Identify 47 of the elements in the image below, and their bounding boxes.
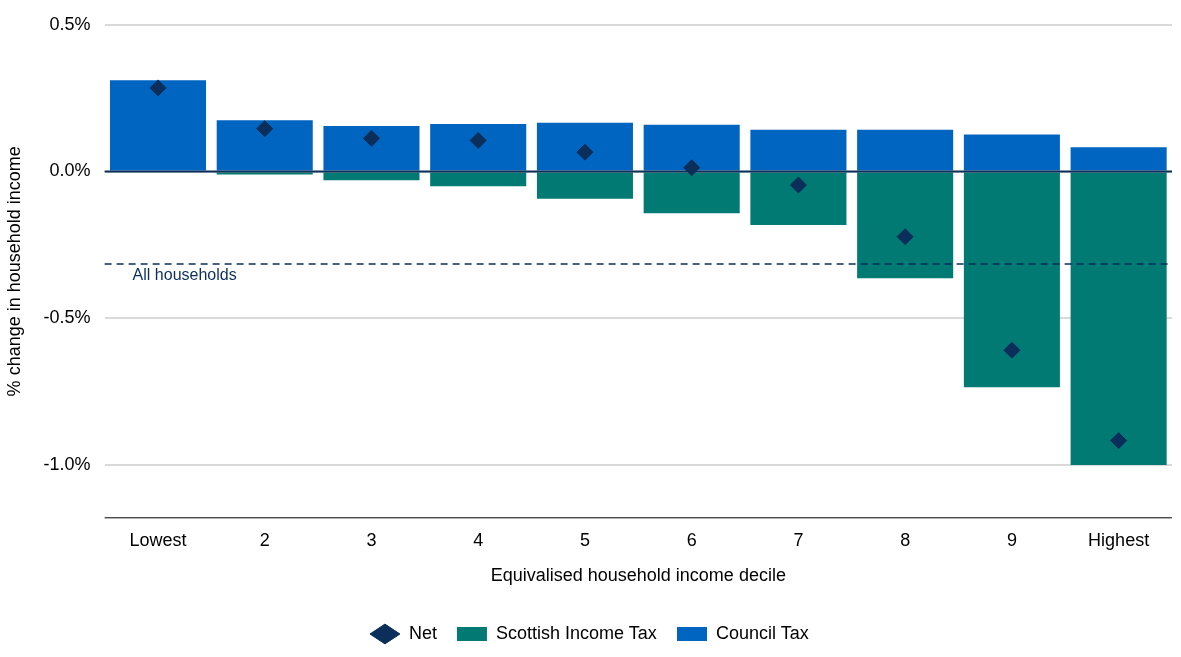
point [362,129,380,147]
point [469,131,487,149]
y-tick-label: 0.0% [49,160,91,181]
bar [857,129,954,171]
bar [963,172,1060,388]
bar [1070,172,1167,465]
bar [750,129,847,171]
bar [323,126,420,171]
point [576,143,594,161]
point [1003,341,1021,359]
point [896,228,914,246]
bar [109,80,207,171]
bar [643,172,740,214]
x-tick-label: 4 [473,529,484,550]
point [1110,432,1128,450]
x-tick-label: 5 [579,529,590,550]
x-tick-label: Lowest [129,529,187,550]
x-axis-title: Equivalised household income decile [490,565,786,586]
bar [323,172,420,181]
y-tick-label: -0.5% [43,307,91,328]
bar [430,172,527,187]
bar [750,172,847,225]
bar [536,122,633,171]
point [789,176,807,194]
x-tick-label: Highest [1088,529,1150,550]
point [149,79,167,97]
y-tick-label: -1.0% [43,453,91,474]
bar [963,134,1060,171]
x-tick-label: 6 [686,529,697,550]
bar [430,123,527,171]
y-axis-title: % change in household income [3,146,24,397]
bar [643,124,740,171]
point [256,120,274,138]
bar [857,172,954,279]
bar [1070,147,1167,171]
x-tick-label: 7 [793,529,804,550]
bar [216,120,313,171]
legend-label: Scottish Income Tax [495,622,657,643]
y-tick-label: 0.5% [49,13,91,34]
legend-label: Net [408,622,437,643]
ref-line-label: All households [132,266,237,284]
x-tick-label: 2 [259,529,270,550]
legend-label: Council Tax [716,622,809,643]
x-tick-label: 9 [1006,529,1017,550]
x-tick-label: 3 [366,529,377,550]
x-tick-label: 8 [900,529,911,550]
bar [536,172,633,199]
